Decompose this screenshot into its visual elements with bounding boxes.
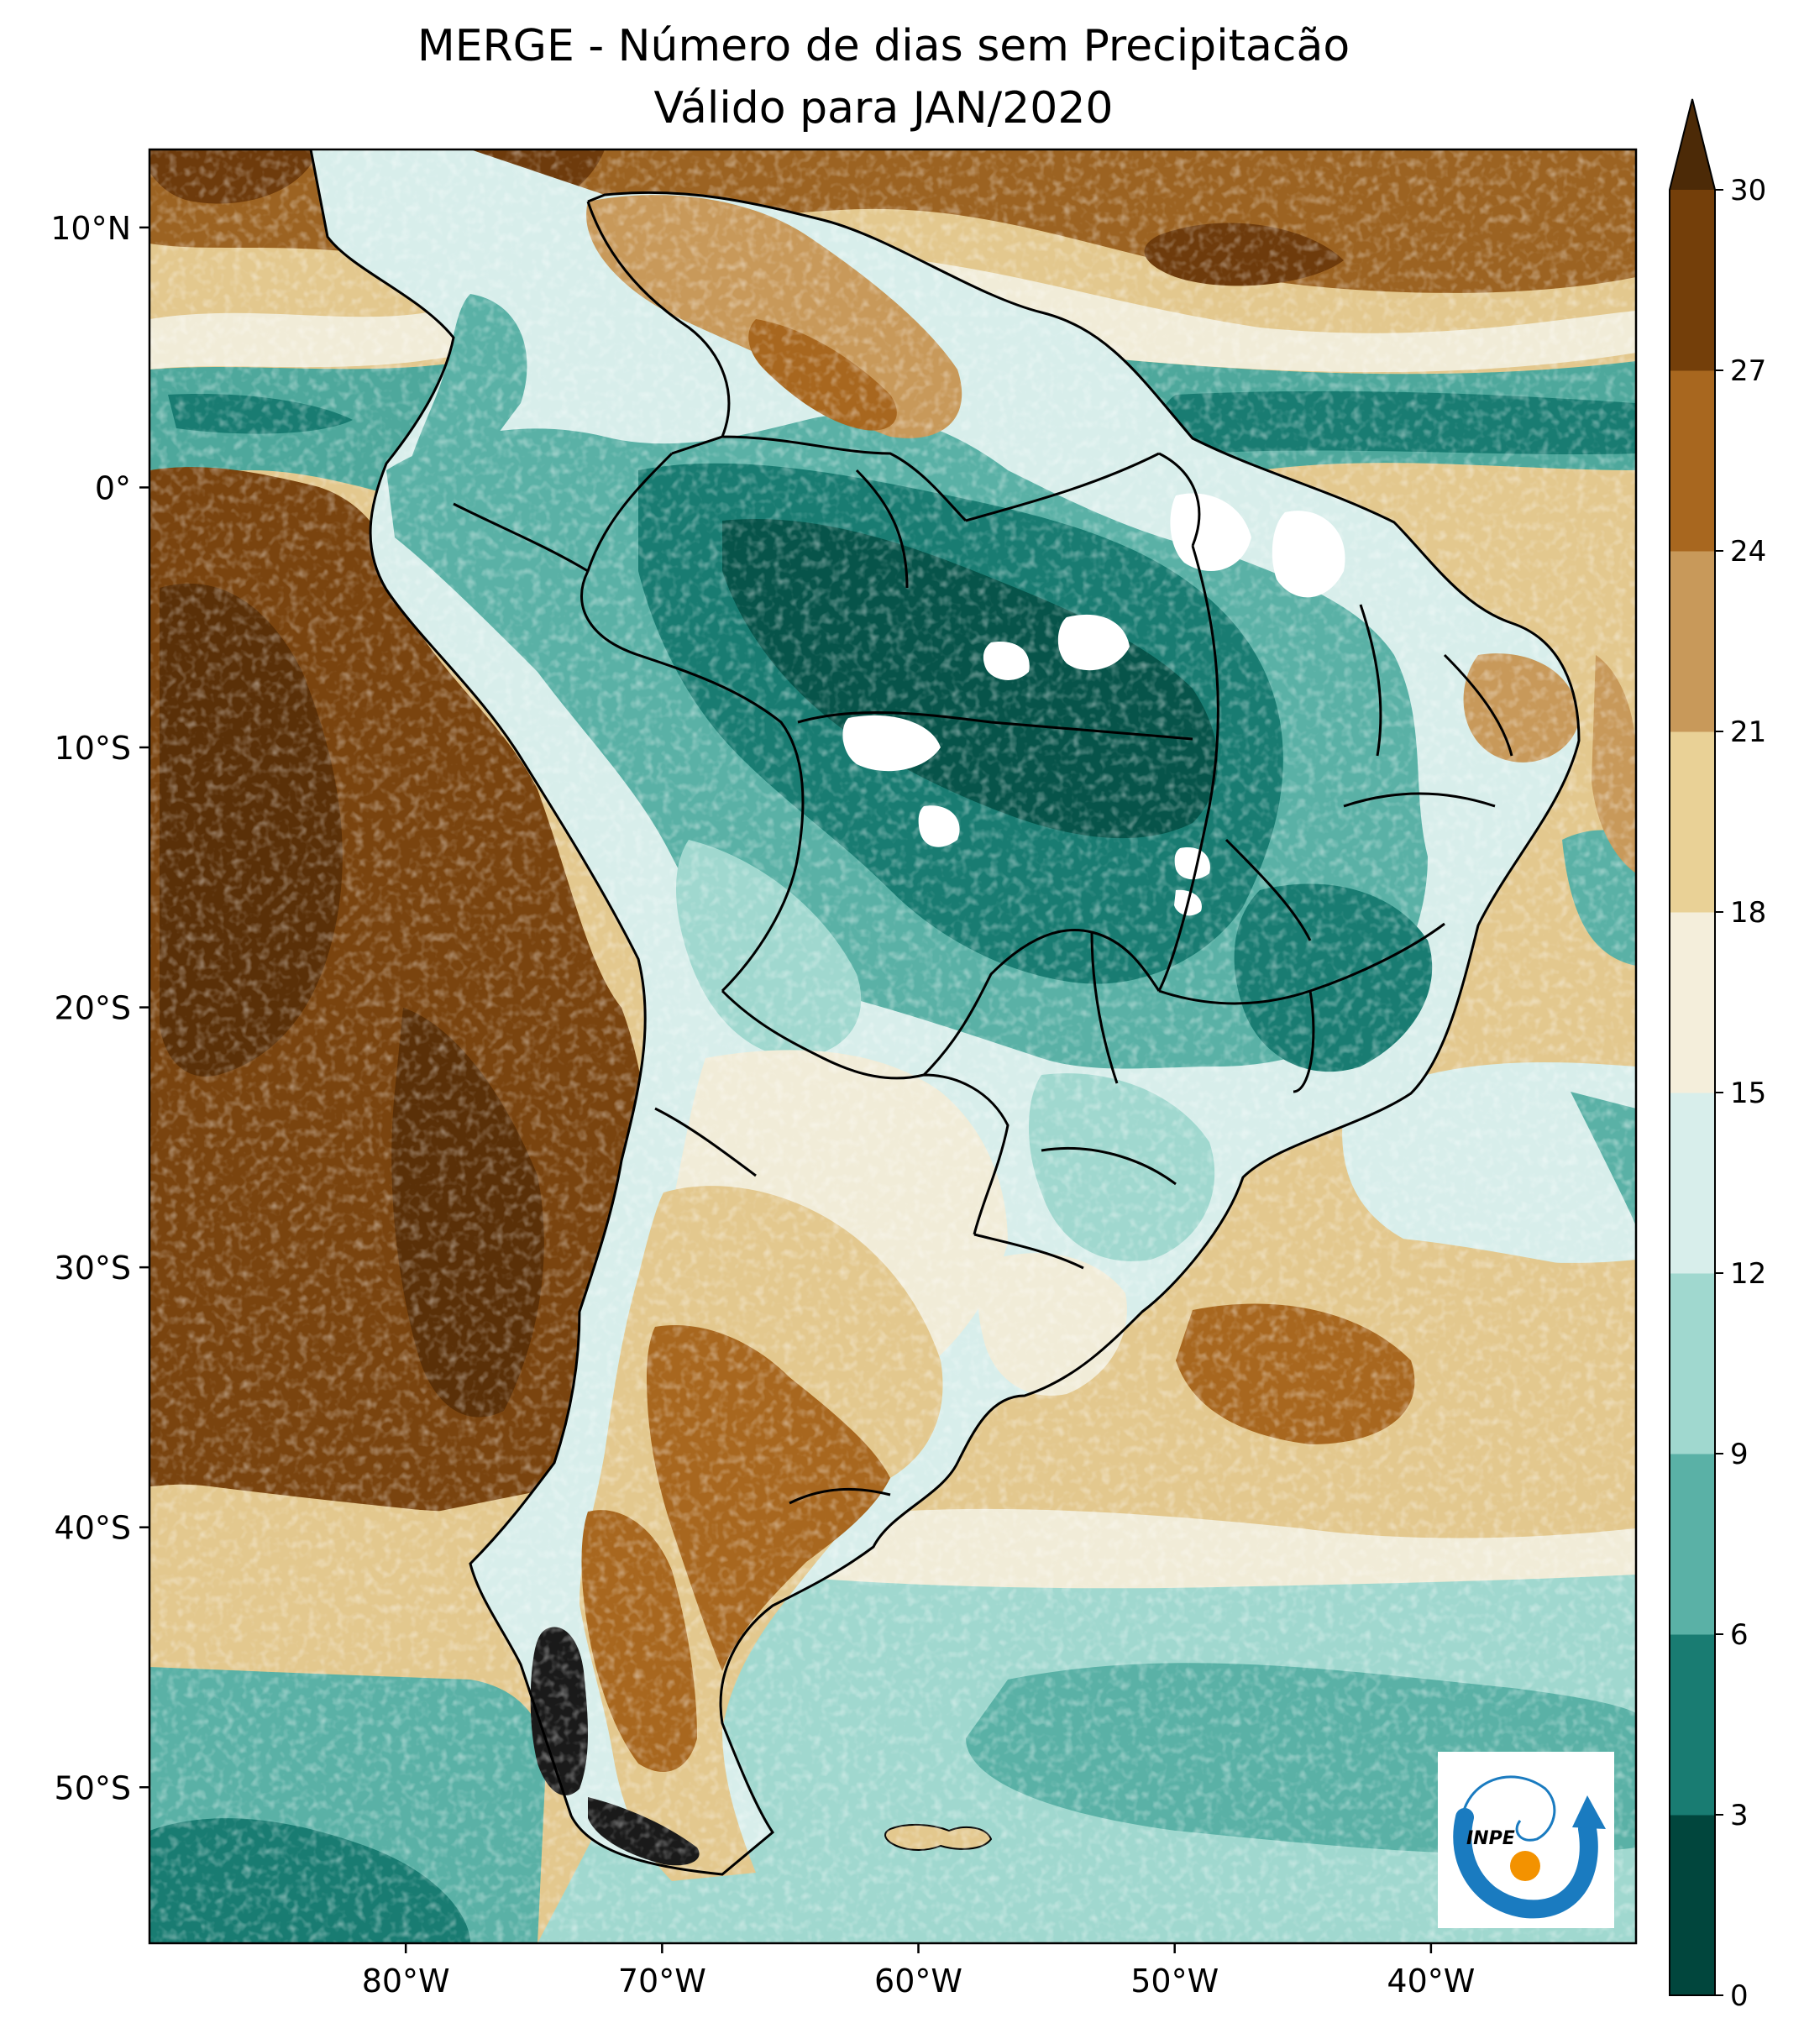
logo-arrow-icon [1572,1795,1606,1829]
logo-orbit-arc [1453,1808,1598,1919]
logo-text: INPE [1466,1828,1515,1849]
map-title-line2: Válido para JAN/2020 [653,83,1113,134]
lon-tick-label: 60°W [874,1963,962,1999]
colorbar-tick-label: 15 [1730,1077,1766,1110]
colorbar-tick-label: 0 [1730,1979,1749,2013]
colorbar-tick-label: 12 [1730,1257,1766,1291]
lat-tick-label: 0° [95,469,131,506]
colorbar-segment [1670,731,1715,913]
colorbar-segment [1670,1454,1715,1635]
map-frame [148,148,1638,1945]
lon-tick-label: 50°W [1130,1963,1219,1999]
country-borders [309,149,1581,1876]
lat-tick-label: 10°S [55,730,131,767]
colorbar-tick-label: 3 [1730,1799,1749,1832]
colorbar-tick-label: 24 [1730,535,1766,569]
lat-tick-label: 30°S [55,1250,131,1287]
colorbar-tick-label: 9 [1730,1438,1749,1471]
speckle-texture [149,149,1636,1943]
colorbar-segment [1670,912,1715,1093]
colorbar-segment [1670,370,1715,552]
colorbar-tick-label: 30 [1730,174,1766,207]
colorbar-segment [1670,1273,1715,1454]
lat-tick-label: 40°S [55,1510,131,1547]
lat-tick-label: 10°N [50,210,131,247]
colorbar-tick-label: 21 [1730,715,1766,749]
colorbar-tick-label: 18 [1730,896,1766,930]
colorbar-segment [1670,1093,1715,1274]
internal-borders [453,201,1513,1505]
colorbar-tick-label: 6 [1730,1618,1749,1652]
logo-thin-orbit [1460,1775,1556,1842]
colorbar-segment [1670,190,1715,371]
lon-tick-label: 80°W [362,1963,450,1999]
map-title-line1: MERGE - Número de dias sem Precipitacão [417,21,1350,71]
colorbar-segment [1670,1815,1715,1996]
map-panel [149,149,1636,1943]
lon-tick-label: 70°W [618,1963,706,1999]
colorbar-segment [1670,551,1715,732]
lon-tick-label: 40°W [1387,1963,1475,1999]
lat-tick-label: 20°S [55,990,131,1027]
inpe-logo: INPE [1438,1752,1614,1928]
logo-dot-icon [1510,1851,1540,1881]
colorbar-extend-arrow [1670,99,1715,190]
colorbar: 0 3 6 9 12 15 18 21 24 27 30 [1669,98,1766,2013]
colorbar-segment [1670,1634,1715,1816]
colorbar-tick-label: 27 [1730,354,1766,388]
axis-ticks: 80°W 70°W 60°W 50°W 40°W 10°N 0° 10°S 20°S 30°S 40… [50,210,1475,1999]
continent-coastline [309,149,1581,1876]
lat-tick-label: 50°S [55,1769,131,1806]
